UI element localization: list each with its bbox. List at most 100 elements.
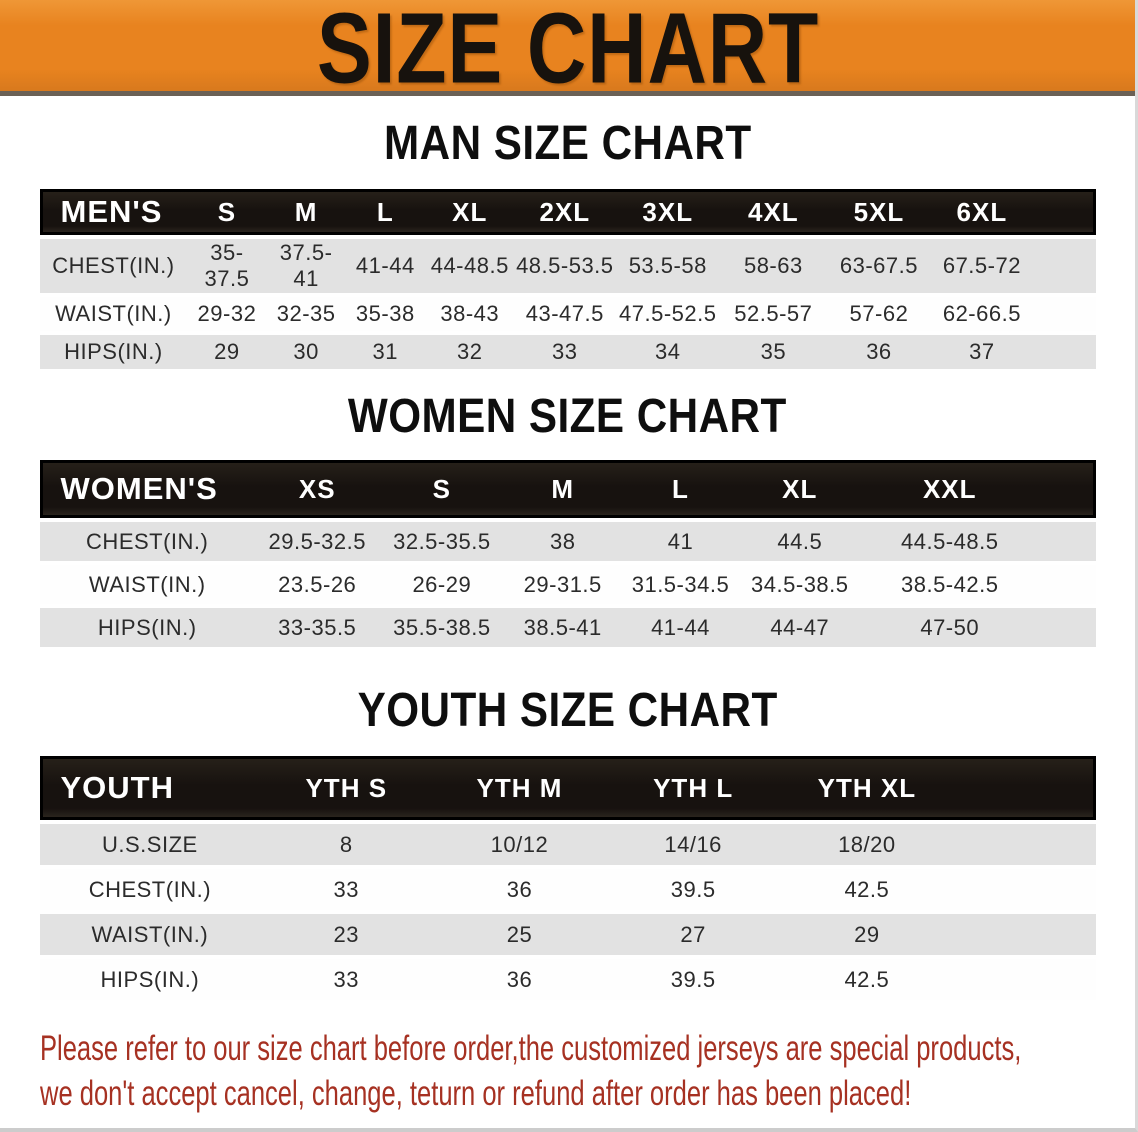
women-section-heading: WOMEN SIZE CHART (0, 389, 1135, 444)
women-header-row: WOMEN'S XS S M L XL XXL (39, 460, 1096, 518)
men-row-spacer (1032, 331, 1096, 369)
men-size-column-header: 6XL (931, 189, 1033, 235)
men-section-heading: MAN SIZE CHART (0, 116, 1135, 171)
men-size-cell: 38-43 (424, 293, 515, 331)
youth-size-cell: 33 (260, 865, 433, 910)
youth-table-row: U.S.SIZE 8 10/12 14/16 18/20 (39, 820, 1096, 865)
youth-row-spacer (953, 910, 1096, 955)
women-size-cell: 44-47 (739, 604, 860, 647)
women-size-cell: 38.5-42.5 (859, 561, 1040, 604)
notice-line-2: we don't accept cancel, change, teturn o… (40, 1074, 912, 1113)
youth-heading-text: YOUTH SIZE CHART (357, 684, 778, 737)
men-header-label: MEN'S (39, 189, 188, 235)
men-size-cell: 41-44 (345, 235, 425, 293)
women-row-spacer (1039, 604, 1096, 647)
men-row-spacer (1032, 235, 1096, 293)
footer-notice: Please refer to our size chart before or… (40, 1026, 1135, 1116)
youth-row-label: WAIST(IN.) (39, 910, 261, 955)
notice-line-1: Please refer to our size chart before or… (40, 1029, 1022, 1068)
women-size-cell: 29.5-32.5 (254, 518, 380, 561)
men-size-table: MEN'S S M L XL 2XL 3XL 4XL 5XL 6XL CHEST(IN.) 35-37… (39, 189, 1096, 369)
men-header-spacer (1032, 189, 1096, 235)
men-size-cell: 57-62 (826, 293, 932, 331)
men-size-cell: 62-66.5 (931, 293, 1033, 331)
youth-header-label: YOUTH (39, 756, 261, 820)
men-size-cell: 36 (826, 331, 932, 369)
youth-size-column-header: YTH XL (779, 756, 954, 820)
youth-size-cell: 33 (260, 955, 433, 1000)
women-table-row: HIPS(IN.) 33-35.5 35.5-38.5 38.5-41 41-44 44-… (39, 604, 1096, 647)
men-size-cell: 34 (614, 331, 721, 369)
women-row-spacer (1039, 518, 1096, 561)
men-section: MAN SIZE CHART MEN'S S M L XL 2XL 3XL 4XL 5XL 6XL… (0, 116, 1135, 369)
men-row-spacer (1032, 293, 1096, 331)
men-size-column-header: 5XL (826, 189, 932, 235)
women-size-cell: 41 (621, 518, 740, 561)
men-size-column-header: 4XL (720, 189, 827, 235)
men-size-cell: 35-38 (345, 293, 425, 331)
women-size-cell: 23.5-26 (254, 561, 380, 604)
women-size-cell: 33-35.5 (254, 604, 380, 647)
men-heading-text: MAN SIZE CHART (383, 117, 752, 170)
men-size-cell: 30 (266, 331, 346, 369)
youth-size-column-header: YTH M (432, 756, 607, 820)
men-size-cell: 35-37.5 (187, 235, 267, 293)
youth-size-cell: 8 (260, 820, 433, 865)
men-row-label: HIPS(IN.) (39, 331, 188, 369)
youth-section-heading: YOUTH SIZE CHART (0, 683, 1135, 738)
men-size-cell: 43-47.5 (514, 293, 615, 331)
youth-size-cell: 42.5 (779, 865, 954, 910)
women-size-table: WOMEN'S XS S M L XL XXL CHEST(IN.) 29.5-32.5 32.5… (39, 460, 1096, 647)
youth-row-label: U.S.SIZE (39, 820, 261, 865)
women-heading-text: WOMEN SIZE CHART (348, 390, 787, 443)
youth-size-cell: 36 (432, 955, 607, 1000)
women-size-cell: 38.5-41 (504, 604, 622, 647)
men-size-cell: 52.5-57 (720, 293, 827, 331)
women-size-cell: 44.5-48.5 (859, 518, 1040, 561)
men-header-row: MEN'S S M L XL 2XL 3XL 4XL 5XL 6XL (39, 189, 1096, 235)
men-size-cell: 31 (345, 331, 425, 369)
youth-size-cell: 29 (779, 910, 954, 955)
youth-size-cell: 39.5 (606, 955, 780, 1000)
women-size-column-header: M (504, 460, 622, 518)
banner: SIZE CHART (0, 0, 1135, 105)
youth-row-spacer (953, 820, 1096, 865)
men-size-cell: 47.5-52.5 (614, 293, 721, 331)
women-size-cell: 29-31.5 (504, 561, 622, 604)
women-size-column-header: XL (739, 460, 860, 518)
men-row-label: CHEST(IN.) (39, 235, 188, 293)
youth-row-spacer (953, 955, 1096, 1000)
banner-title: SIZE CHART (316, 0, 819, 105)
women-row-label: WAIST(IN.) (39, 561, 255, 604)
men-size-cell: 48.5-53.5 (514, 235, 615, 293)
youth-size-cell: 42.5 (779, 955, 954, 1000)
youth-size-table: YOUTH YTH S YTH M YTH L YTH XL U.S.SIZE 8 10/12… (39, 756, 1096, 1000)
women-section: WOMEN SIZE CHART WOMEN'S XS S M L XL XXL CHEST(… (0, 389, 1135, 647)
men-size-cell: 32 (424, 331, 515, 369)
women-size-column-header: XXL (859, 460, 1040, 518)
youth-row-label: HIPS(IN.) (39, 955, 261, 1000)
youth-size-column-header: YTH S (260, 756, 433, 820)
women-size-cell: 47-50 (859, 604, 1040, 647)
men-size-cell: 67.5-72 (931, 235, 1033, 293)
youth-size-cell: 39.5 (606, 865, 780, 910)
men-table-row: HIPS(IN.) 29 30 31 32 33 34 35 36 37 (39, 331, 1096, 369)
men-size-cell: 33 (514, 331, 615, 369)
men-size-cell: 44-48.5 (424, 235, 515, 293)
youth-size-cell: 14/16 (606, 820, 780, 865)
youth-size-cell: 23 (260, 910, 433, 955)
men-size-column-header: XL (424, 189, 515, 235)
women-size-cell: 32.5-35.5 (379, 518, 505, 561)
men-size-cell: 37 (931, 331, 1033, 369)
men-size-column-header: M (266, 189, 346, 235)
youth-row-spacer (953, 865, 1096, 910)
women-header-spacer (1039, 460, 1096, 518)
youth-size-cell: 36 (432, 865, 607, 910)
youth-table-row: WAIST(IN.) 23 25 27 29 (39, 910, 1096, 955)
women-size-cell: 34.5-38.5 (739, 561, 860, 604)
women-size-cell: 35.5-38.5 (379, 604, 505, 647)
men-size-column-header: L (345, 189, 425, 235)
youth-header-spacer (953, 756, 1096, 820)
men-table-row: WAIST(IN.) 29-32 32-35 35-38 38-43 43-47.5 47.… (39, 293, 1096, 331)
youth-header-row: YOUTH YTH S YTH M YTH L YTH XL (39, 756, 1096, 820)
